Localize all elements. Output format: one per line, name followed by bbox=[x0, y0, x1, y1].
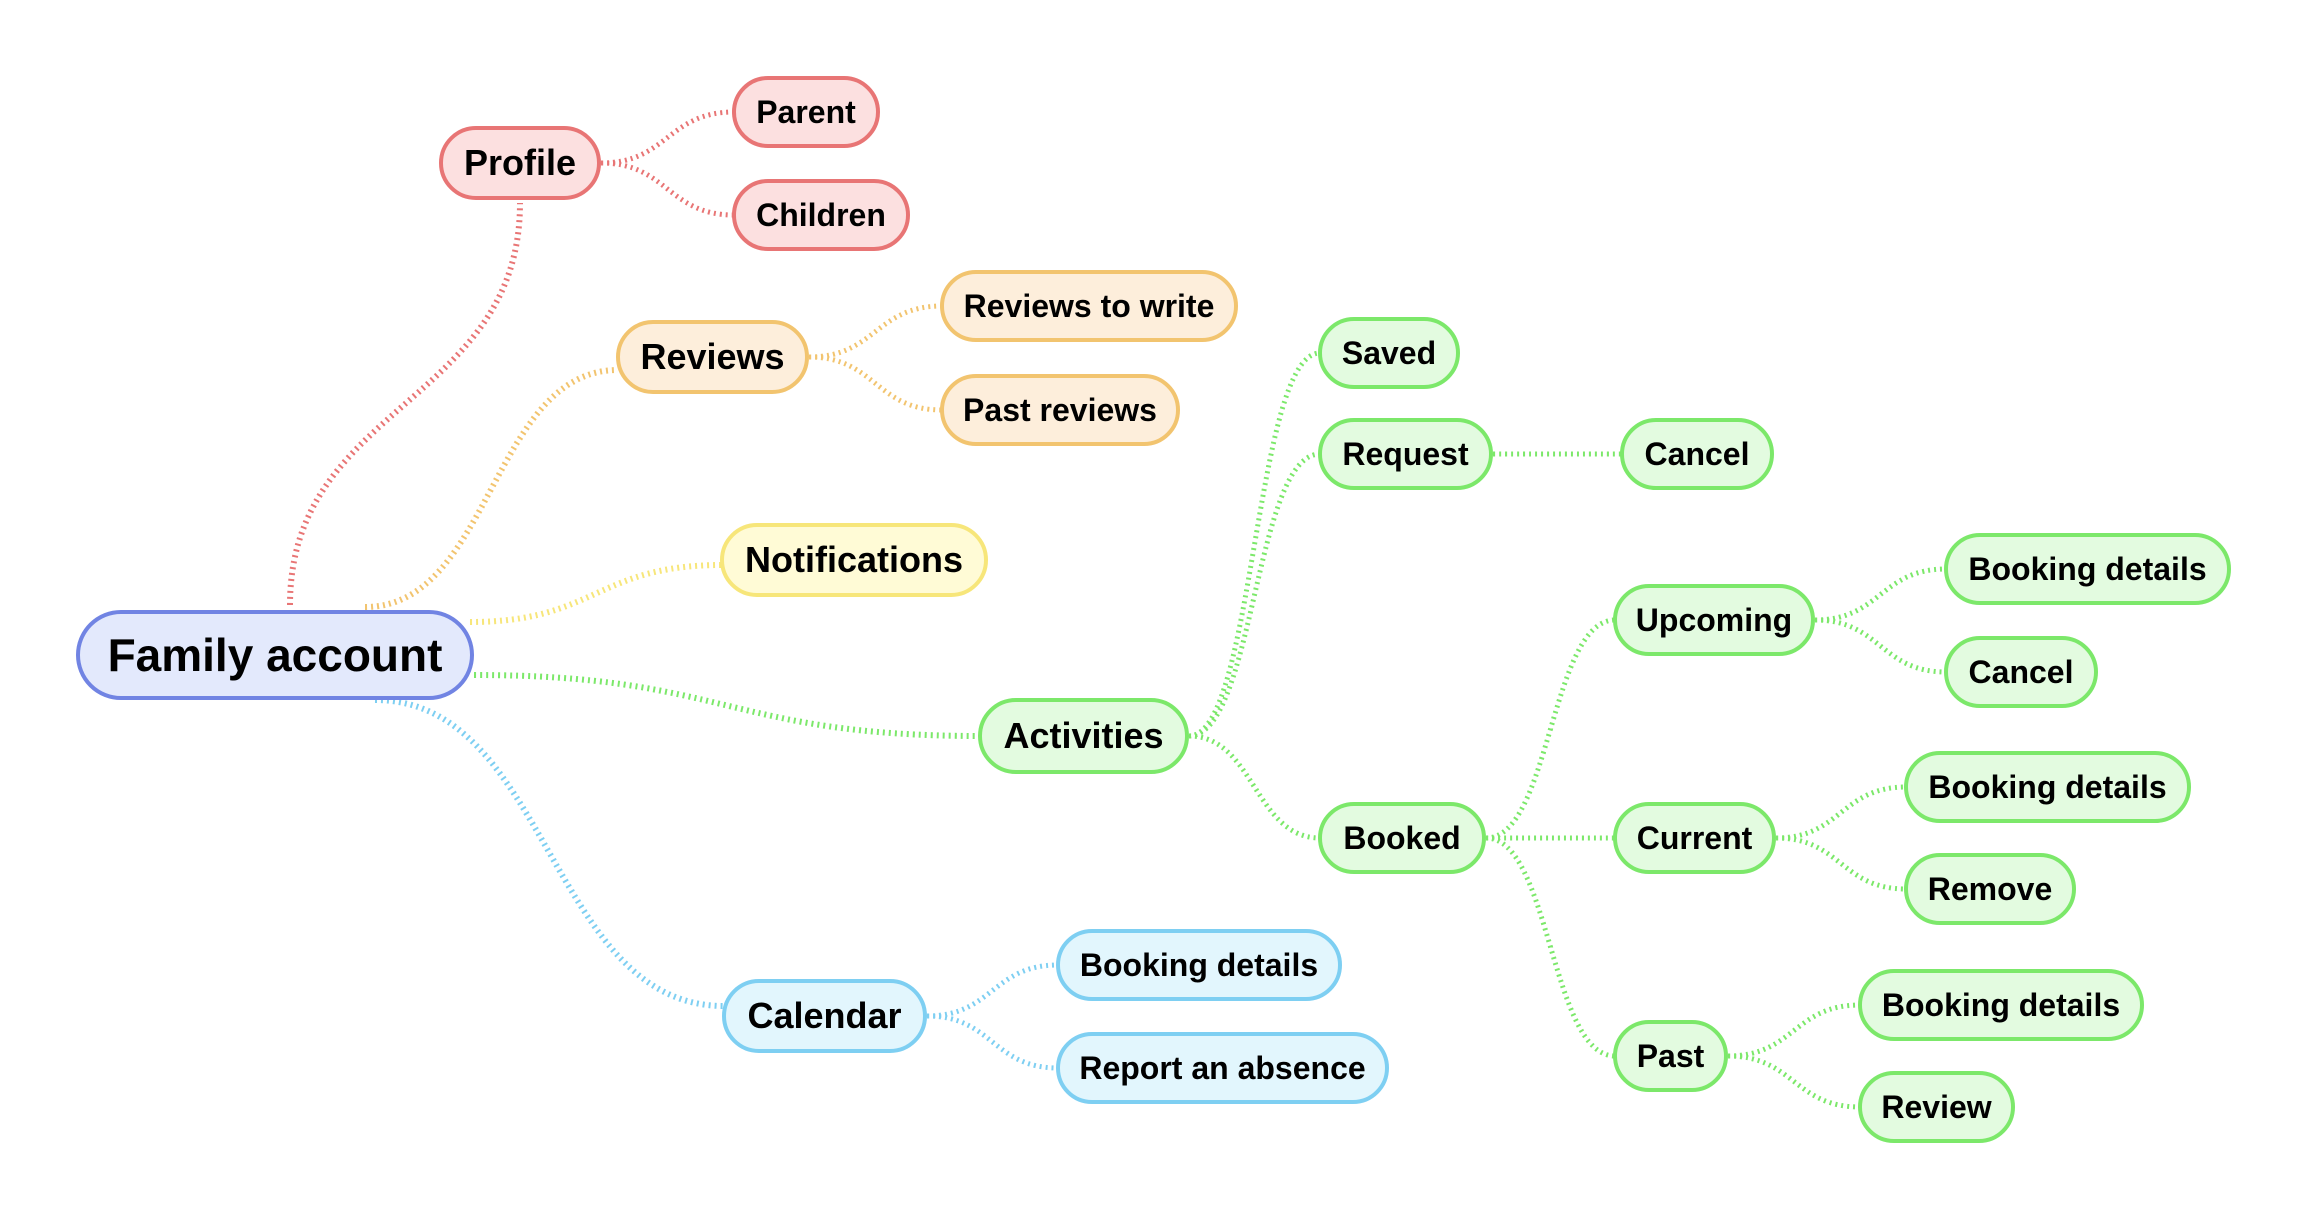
edge-root-reviews bbox=[364, 367, 619, 610]
node-reviews-to-write[interactable]: Reviews to write bbox=[940, 270, 1238, 342]
node-activities[interactable]: Activities bbox=[978, 698, 1189, 774]
edge-booked-past bbox=[1485, 835, 1616, 1059]
edge-root-notifications bbox=[469, 562, 723, 625]
edge-upcoming-cancel bbox=[1814, 617, 1947, 675]
edge-root-calendar bbox=[374, 697, 725, 1009]
node-past-review[interactable]: Review bbox=[1858, 1071, 2015, 1143]
edge-calendar-details bbox=[926, 962, 1059, 1019]
edge-profile-children bbox=[600, 160, 735, 218]
edge-current-remove bbox=[1775, 835, 1907, 892]
node-profile-parent[interactable]: Parent bbox=[732, 76, 880, 148]
node-upcoming-cancel[interactable]: Cancel bbox=[1944, 636, 2098, 708]
edge-reviews-write bbox=[808, 303, 943, 360]
node-reviews[interactable]: Reviews bbox=[616, 320, 809, 394]
edge-past-details bbox=[1727, 1002, 1861, 1059]
node-booked-current[interactable]: Current bbox=[1613, 802, 1776, 874]
edge-calendar-absence bbox=[926, 1013, 1059, 1071]
edge-profile-parent bbox=[600, 109, 735, 166]
node-current-booking-details[interactable]: Booking details bbox=[1904, 751, 2191, 823]
node-family-account[interactable]: Family account bbox=[76, 610, 474, 700]
edge-activities-booked bbox=[1188, 733, 1321, 841]
edge-upcoming-details bbox=[1814, 566, 1947, 623]
node-activities-booked[interactable]: Booked bbox=[1318, 802, 1486, 874]
node-upcoming-booking-details[interactable]: Booking details bbox=[1944, 533, 2231, 605]
edge-current-details bbox=[1775, 784, 1907, 841]
node-activities-request[interactable]: Request bbox=[1318, 418, 1493, 490]
node-profile-children[interactable]: Children bbox=[732, 179, 910, 251]
node-notifications[interactable]: Notifications bbox=[720, 523, 988, 597]
edge-past-review bbox=[1727, 1053, 1861, 1110]
node-profile[interactable]: Profile bbox=[439, 126, 601, 200]
edge-booked-upcoming bbox=[1485, 617, 1616, 841]
edge-reviews-past bbox=[808, 354, 943, 413]
edge-root-profile bbox=[287, 202, 523, 606]
edge-activities-request bbox=[1188, 451, 1321, 739]
node-current-remove[interactable]: Remove bbox=[1904, 853, 2076, 925]
edge-activities-saved bbox=[1188, 350, 1321, 739]
node-booked-past[interactable]: Past bbox=[1613, 1020, 1728, 1092]
edge-root-activities bbox=[473, 672, 981, 739]
node-request-cancel[interactable]: Cancel bbox=[1620, 418, 1774, 490]
node-report-absence[interactable]: Report an absence bbox=[1056, 1032, 1389, 1104]
node-calendar[interactable]: Calendar bbox=[722, 979, 927, 1053]
node-past-reviews[interactable]: Past reviews bbox=[940, 374, 1180, 446]
node-calendar-booking-details[interactable]: Booking details bbox=[1056, 929, 1342, 1001]
node-booked-upcoming[interactable]: Upcoming bbox=[1613, 584, 1815, 656]
node-past-booking-details[interactable]: Booking details bbox=[1858, 969, 2144, 1041]
node-activities-saved[interactable]: Saved bbox=[1318, 317, 1460, 389]
